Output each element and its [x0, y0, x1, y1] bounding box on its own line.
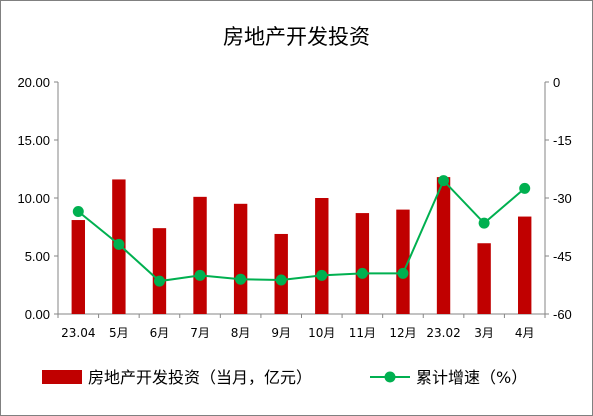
- legend-swatch-bar: [42, 370, 82, 384]
- bar: [71, 220, 85, 314]
- x-tick-label: 6月: [150, 326, 170, 340]
- line-point: [194, 269, 206, 281]
- y-right-tick-label: -30: [553, 191, 572, 206]
- line-point: [235, 273, 247, 285]
- x-tick-label: 10月: [308, 326, 335, 340]
- line-point: [113, 238, 125, 250]
- chart-title: 房地产开发投资: [223, 25, 370, 49]
- y-left-tick-label: 0.00: [25, 307, 50, 322]
- x-tick-label: 5月: [109, 326, 129, 340]
- line-point: [316, 269, 328, 281]
- legend-label-line: 累计增速（%）: [416, 368, 527, 387]
- line-point: [438, 175, 450, 187]
- line-point: [478, 217, 490, 229]
- bar: [396, 209, 410, 314]
- x-tick-label: 9月: [271, 326, 291, 340]
- bar: [518, 216, 532, 314]
- y-right-tick-label: -60: [553, 307, 572, 322]
- bar: [233, 203, 248, 314]
- y-right-tick-label: 0: [553, 75, 560, 90]
- y-left-tick-label: 20.00: [17, 75, 50, 90]
- x-tick-label: 23.04: [61, 326, 95, 340]
- line-point: [72, 206, 84, 218]
- bar: [436, 177, 451, 314]
- bar: [152, 228, 167, 314]
- x-tick-label: 4月: [515, 326, 535, 340]
- line-point: [153, 275, 165, 287]
- line-point: [397, 267, 409, 279]
- bar: [193, 196, 207, 314]
- legend-label-bar: 房地产开发投资（当月，亿元）: [88, 368, 312, 387]
- x-tick-label: 3月: [474, 326, 494, 340]
- y-left-tick-label: 10.00: [17, 191, 50, 206]
- bar: [355, 213, 370, 314]
- bar: [274, 233, 288, 314]
- line-point: [356, 267, 368, 279]
- line-point: [275, 274, 287, 286]
- line-point: [519, 182, 531, 194]
- x-tick-label: 11月: [349, 326, 376, 340]
- y-left-tick-label: 15.00: [17, 133, 50, 148]
- legend-swatch-marker: [384, 371, 396, 383]
- y-left-tick-label: 5.00: [25, 249, 50, 264]
- plot-area: 0.00 5.00 10.00 15.00 20.00 -60 -45 -30 -15 0 23.0…: [17, 75, 571, 340]
- bar: [315, 198, 329, 314]
- x-tick-label: 7月: [190, 326, 210, 340]
- x-tick-label: 12月: [389, 326, 416, 340]
- x-tick-label: 8月: [231, 326, 251, 340]
- line-series: [77, 178, 526, 283]
- legend: 房地产开发投资（当月，亿元） 累计增速（%）: [42, 368, 527, 387]
- y-right-tick-label: -15: [553, 133, 572, 148]
- x-tick-label: 23.02: [426, 326, 460, 340]
- bar: [477, 243, 491, 314]
- y-right-tick-label: -45: [553, 249, 572, 264]
